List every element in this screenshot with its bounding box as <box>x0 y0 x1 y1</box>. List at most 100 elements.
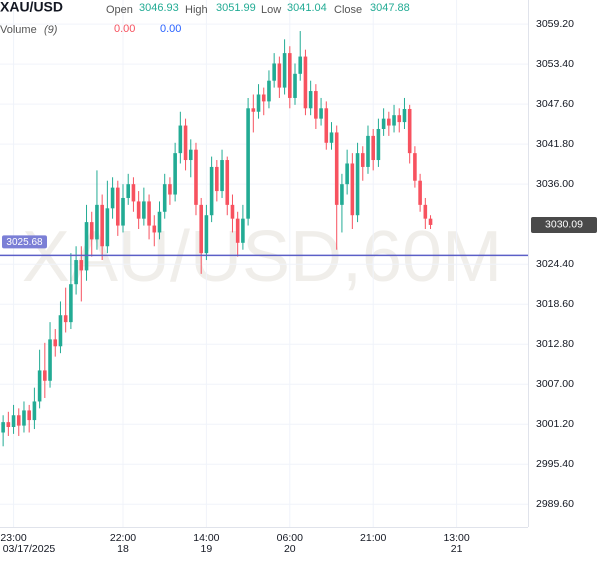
candle-body <box>282 53 287 88</box>
symbol: XAU/USD <box>0 0 63 15</box>
candle-body <box>121 197 125 226</box>
candle-body <box>188 149 193 161</box>
candle-body <box>194 149 198 205</box>
candle-body <box>418 180 422 205</box>
candle-body <box>366 135 370 167</box>
candle-body <box>1 422 5 433</box>
x-tick-sublabel: 20 <box>284 543 296 555</box>
candle-body <box>225 160 230 205</box>
candle-body <box>110 187 115 209</box>
volume-value: 0.00 <box>160 23 181 35</box>
candle-body <box>32 401 37 421</box>
candle-body <box>220 160 224 192</box>
candle-body <box>11 415 16 427</box>
candle-body <box>168 184 172 195</box>
candle-body <box>100 204 104 247</box>
watermark: XAU/USD,60M <box>22 217 502 297</box>
current-price-label: 3030.09 <box>545 219 583 231</box>
candle-body <box>136 201 141 219</box>
candle-body <box>79 260 84 271</box>
candle-body <box>413 153 417 181</box>
candle-body <box>246 108 250 219</box>
candle-body <box>63 315 68 323</box>
x-tick-sublabel: 18 <box>117 543 129 555</box>
ohlc-value: 3047.88 <box>370 2 410 14</box>
candle-body <box>95 204 99 240</box>
candle-body <box>423 204 428 219</box>
ohlc-value: 3041.04 <box>287 2 327 14</box>
y-tick-label: 3041.80 <box>536 138 574 150</box>
candle-body <box>256 94 261 112</box>
y-tick-label: 3018.60 <box>536 298 574 310</box>
x-tick-label: 14:00 <box>193 532 219 544</box>
current-price-bg <box>531 216 597 233</box>
candle-body <box>350 163 355 216</box>
candle-body <box>16 415 21 426</box>
candle-body <box>58 315 63 347</box>
candle-body <box>293 73 297 98</box>
volume-label: Volume <box>0 24 37 36</box>
candle-body <box>402 108 407 123</box>
candle-body <box>334 132 339 205</box>
candle-body <box>324 108 329 143</box>
y-tick-label: 3059.20 <box>536 18 574 30</box>
x-tick-label: 06:00 <box>277 532 303 544</box>
candle-body <box>272 63 276 81</box>
candle-body <box>69 284 73 323</box>
ohlc-label: Close <box>334 4 362 16</box>
y-tick-label: 3001.20 <box>536 418 574 430</box>
candle-body <box>298 56 303 74</box>
ohlc-label: Open <box>106 4 133 16</box>
y-tick-label: 2989.60 <box>536 498 574 510</box>
candle-body <box>288 53 292 98</box>
candle-body <box>142 201 146 219</box>
candle-body <box>27 410 31 421</box>
y-tick-label: 3036.00 <box>536 178 574 190</box>
candle-body <box>371 135 375 161</box>
candle-body <box>105 208 110 247</box>
y-tick-label: 3007.00 <box>536 378 574 390</box>
ohlc-value: 3046.93 <box>139 2 179 14</box>
candle-body <box>267 80 271 102</box>
candle-body <box>407 108 412 154</box>
candle-body <box>115 187 120 226</box>
candle-body <box>37 370 42 402</box>
candle-body <box>387 118 391 126</box>
candle-body <box>360 153 365 167</box>
candle-body <box>428 218 433 225</box>
candle-body <box>241 218 245 243</box>
volume-value: 0.00 <box>114 23 135 35</box>
candle-body <box>376 128 381 161</box>
x-tick-label: 23:00 <box>0 532 26 544</box>
candle-body <box>84 222 89 271</box>
y-tick-label: 3053.40 <box>536 58 574 70</box>
x-tick-label: 22:00 <box>110 532 136 544</box>
candle-body <box>199 204 203 254</box>
candle-body <box>355 153 360 216</box>
candle-body <box>131 184 136 202</box>
y-tick-label: 3012.80 <box>536 338 574 350</box>
candle-body <box>147 201 151 226</box>
x-tick-sublabel: 03/17/2025 <box>3 543 56 555</box>
candle-body <box>251 108 256 112</box>
candle-body <box>215 166 219 192</box>
candle-body <box>162 184 167 212</box>
candle-body <box>397 115 402 123</box>
candle-body <box>43 370 47 381</box>
candle-body <box>319 108 323 119</box>
candle-body <box>230 204 235 219</box>
candle-body <box>89 222 94 240</box>
candle-body <box>204 215 209 254</box>
candle-body <box>329 132 334 143</box>
candle-body <box>6 422 11 427</box>
candle-body <box>392 115 396 126</box>
candle-body <box>381 118 386 129</box>
candle-body <box>209 166 214 216</box>
candle-body <box>261 94 266 102</box>
x-tick-label: 21:00 <box>360 532 386 544</box>
candle-body <box>22 410 26 426</box>
x-tick-sublabel: 19 <box>201 543 213 555</box>
x-tick-label: 13:00 <box>443 532 469 544</box>
candle-body <box>74 260 78 285</box>
